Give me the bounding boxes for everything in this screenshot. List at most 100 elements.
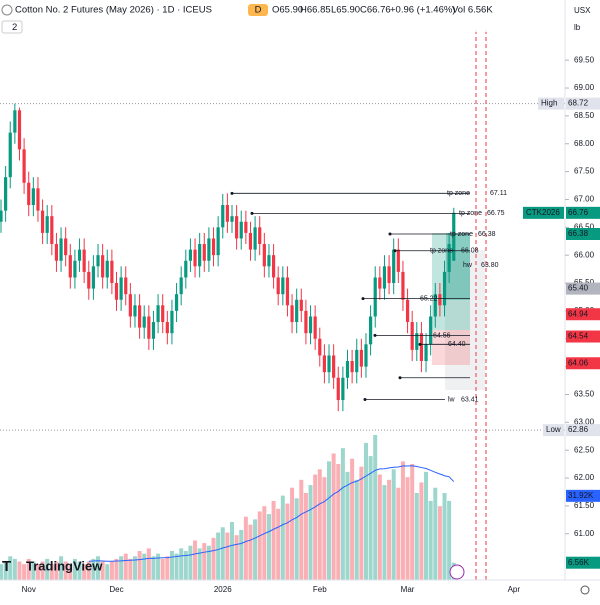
volume-bar [211, 537, 216, 580]
volume-bar [142, 553, 147, 580]
volume-bar [248, 524, 253, 580]
currency: USX [574, 6, 591, 15]
candle-body [355, 349, 359, 373]
volume-bar [414, 493, 419, 580]
y-tick-label: 68.00 [574, 139, 595, 148]
anchor [398, 376, 402, 380]
candle-body [225, 205, 229, 222]
candle-body [91, 266, 95, 289]
brand: TradingView [26, 558, 103, 573]
settings-icon[interactable] [580, 585, 590, 595]
price-badge-label: 66.76 [568, 208, 589, 217]
candle-body [442, 271, 447, 306]
candle-body [188, 249, 193, 261]
volume-bar [271, 500, 276, 580]
price-badge [566, 489, 600, 502]
candle-body [429, 316, 433, 345]
volume-bar [428, 500, 433, 580]
candle-body [415, 333, 419, 350]
anchor [393, 249, 397, 253]
candle-body [359, 349, 363, 367]
indicator-count: 2 [12, 22, 17, 33]
candle-body [235, 216, 239, 239]
volume-bar [169, 551, 174, 580]
candle-body [54, 244, 59, 261]
volume-bar [63, 561, 68, 580]
candle-body [336, 377, 340, 401]
ohlc-value: H66.85 [300, 5, 331, 16]
candle-body [452, 212, 456, 261]
volume-bar [243, 516, 248, 580]
ohlc-value: Vol 6.56K [452, 5, 493, 16]
volume-bar [410, 464, 415, 580]
volume-bar [72, 558, 77, 580]
candle-body [244, 221, 248, 233]
annotation-value: 64.56 [433, 332, 451, 339]
y-tick-label: 62.00 [574, 473, 595, 482]
volume-bar [387, 479, 392, 580]
y-tick-label: 67.50 [574, 167, 595, 176]
candle-body [396, 249, 400, 272]
volume-bar [68, 564, 73, 580]
candle-body [419, 333, 424, 362]
anchor [361, 297, 365, 301]
loss-zone [432, 330, 470, 365]
volume-bar [225, 532, 230, 580]
candle-body [184, 260, 188, 278]
candle-body [161, 305, 165, 323]
volume-bar [419, 482, 424, 580]
volume-bar [437, 506, 442, 580]
volume-bar [40, 561, 45, 580]
price-badge-label: 64.94 [568, 309, 589, 318]
candle-body [405, 299, 410, 323]
candle-body [304, 310, 308, 334]
candle-body [318, 338, 322, 356]
volume-bar [253, 519, 258, 580]
price-badge [566, 206, 600, 219]
x-tick-label: Mar [401, 585, 415, 594]
candle-body [59, 238, 63, 261]
volume-bar [354, 479, 359, 580]
ideas-icon[interactable] [449, 564, 465, 580]
volume-bar [174, 553, 179, 580]
candle-body [165, 322, 169, 334]
volume-bar [345, 471, 350, 580]
volume-bar [368, 456, 373, 580]
volume-bar [285, 503, 290, 580]
x-tick-label: Nov [22, 585, 36, 594]
badge-name-bg [543, 424, 564, 437]
candle-body [327, 355, 331, 373]
y-tick-label: 66.50 [574, 222, 595, 231]
volume-bar [59, 556, 64, 580]
x-tick-label: Apr [508, 585, 521, 594]
volume-bar [105, 564, 110, 580]
candle-body [179, 277, 183, 295]
price-badge [566, 556, 600, 569]
price-badge [566, 357, 600, 370]
candle-body [27, 182, 31, 206]
candle-body [22, 149, 26, 183]
candle-body [387, 266, 391, 284]
badge-name-bg [523, 206, 564, 219]
price-badge-label: 66.38 [568, 229, 589, 238]
volume-bar [322, 477, 327, 580]
candle-body [101, 255, 105, 278]
candle-body [211, 238, 216, 256]
volume-bar [359, 466, 364, 580]
candle-body [248, 232, 253, 250]
volume-bar [206, 545, 211, 580]
volume-bar [377, 474, 382, 580]
volume-bar [156, 553, 161, 580]
volume-bar [396, 487, 401, 580]
candle-body [142, 316, 146, 328]
volume-bar [299, 479, 304, 580]
y-tick-label: 61.00 [574, 529, 595, 538]
indicator-toggle[interactable] [1, 20, 23, 34]
plot: tp zone 67.11 tp zone 66.75 tp zone 66.38 tp z… [0, 30, 565, 580]
candle-body [156, 305, 160, 323]
volume-bar [405, 477, 410, 580]
annotation-value: 63.41 [461, 396, 479, 403]
ohlc-value: +0.96 (+1.46%) [390, 5, 456, 16]
annotation-value: 67.11 [490, 190, 507, 197]
